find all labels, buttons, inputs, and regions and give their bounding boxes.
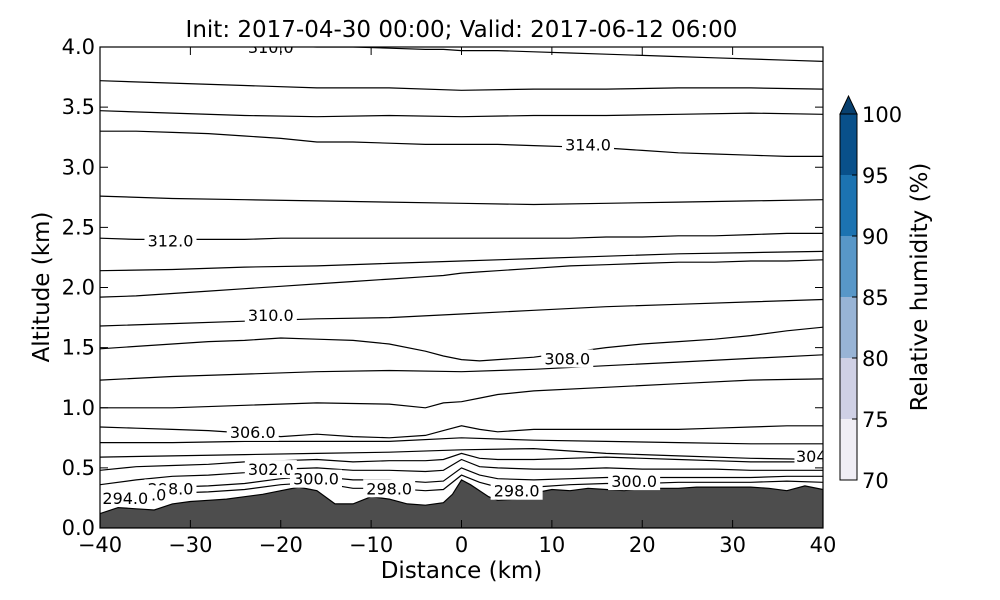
colorbar-band xyxy=(840,114,857,175)
x-tick-label: −20 xyxy=(259,533,303,557)
colorbar-band xyxy=(840,358,857,419)
colorbar-band xyxy=(840,419,857,480)
isoline xyxy=(100,378,823,409)
contour-label-bg xyxy=(490,481,543,500)
y-tick-label: 1.5 xyxy=(62,336,95,360)
contour-label-bg xyxy=(244,460,297,479)
contour-label-bg xyxy=(608,472,661,491)
x-tick-label: 20 xyxy=(629,533,656,557)
y-tick-label: 3.5 xyxy=(62,95,95,119)
colorbar-tick-label: 95 xyxy=(862,164,889,188)
colorbar-band xyxy=(840,175,857,236)
isoline xyxy=(100,437,823,445)
contour-line xyxy=(100,474,823,503)
contour-label-bg xyxy=(289,469,342,488)
contour-line xyxy=(100,425,823,439)
contour-label: 306.0 xyxy=(230,423,276,442)
contour-label: 300.0 xyxy=(293,470,339,489)
y-tick-label: 4.0 xyxy=(62,35,95,59)
contour-label: 298.0 xyxy=(366,479,412,498)
y-tick-label: 2.5 xyxy=(62,215,95,239)
contour-line xyxy=(100,326,823,362)
contour-label-bg xyxy=(100,488,152,507)
terrain xyxy=(100,479,823,528)
contour-label: 300.0 xyxy=(611,472,657,491)
x-tick-label: −30 xyxy=(168,533,212,557)
colorbar-tick-label: 85 xyxy=(862,286,889,310)
contour-label: 302.0 xyxy=(248,460,294,479)
isoline xyxy=(100,298,823,327)
contour-line xyxy=(100,467,823,495)
colorbar-band xyxy=(840,236,857,297)
contour-label: 312.0 xyxy=(148,232,194,251)
colorbar-tick-label: 70 xyxy=(862,469,889,493)
y-tick-label: 0.0 xyxy=(62,516,95,540)
x-tick-label: 0 xyxy=(455,533,468,557)
x-tick-label: 40 xyxy=(810,533,837,557)
contour-line xyxy=(100,452,823,471)
x-tick-label: −40 xyxy=(78,533,122,557)
colorbar-tick-label: 75 xyxy=(862,408,889,432)
contour-label-bg xyxy=(794,446,823,465)
x-tick-label: 30 xyxy=(719,533,746,557)
contour-label-bg xyxy=(226,422,279,441)
contour-line xyxy=(100,259,823,298)
contour-line xyxy=(100,232,823,240)
y-tick-label: 2.0 xyxy=(62,276,95,300)
contour-label: 298.0 xyxy=(494,482,540,501)
contour-label: 314.0 xyxy=(565,135,611,154)
chart-title: Init: 2017-04-30 00:00; Valid: 2017-06-1… xyxy=(185,17,738,43)
contour-label-bg xyxy=(144,231,197,250)
y-tick-label: 0.5 xyxy=(62,456,95,480)
colorbar-band xyxy=(840,297,857,358)
isoline xyxy=(100,110,823,118)
x-tick-label: −10 xyxy=(349,533,393,557)
contour-label: 304 xyxy=(796,447,827,466)
isoline xyxy=(100,80,823,91)
colorbar-tick-label: 80 xyxy=(862,347,889,371)
colorbar-tick-label: 90 xyxy=(862,225,889,249)
colorbar-extend-arrow xyxy=(839,94,858,115)
isoline xyxy=(100,354,823,381)
contour-line xyxy=(100,130,823,157)
contour-label: 294.0 xyxy=(102,489,148,508)
contour-label-bg xyxy=(244,47,297,56)
contour-label-bg xyxy=(363,479,416,498)
isoline xyxy=(100,447,823,461)
isoline xyxy=(100,250,823,272)
contour-label-bg xyxy=(562,135,615,154)
contour-label-bg xyxy=(244,306,297,325)
contour-label: 310.0 xyxy=(248,306,294,325)
x-tick-label: 10 xyxy=(539,533,566,557)
y-tick-label: 1.0 xyxy=(62,396,95,420)
y-tick-label: 3.0 xyxy=(62,155,95,179)
contour-label: 308.0 xyxy=(544,349,590,368)
x-axis-label: Distance (km) xyxy=(380,558,543,584)
colorbar-tick-label: 100 xyxy=(862,103,902,127)
contour-label-bg xyxy=(541,349,594,368)
contour-label: 310.0 xyxy=(248,38,294,57)
contour-line xyxy=(100,458,823,486)
isoline xyxy=(100,195,823,206)
